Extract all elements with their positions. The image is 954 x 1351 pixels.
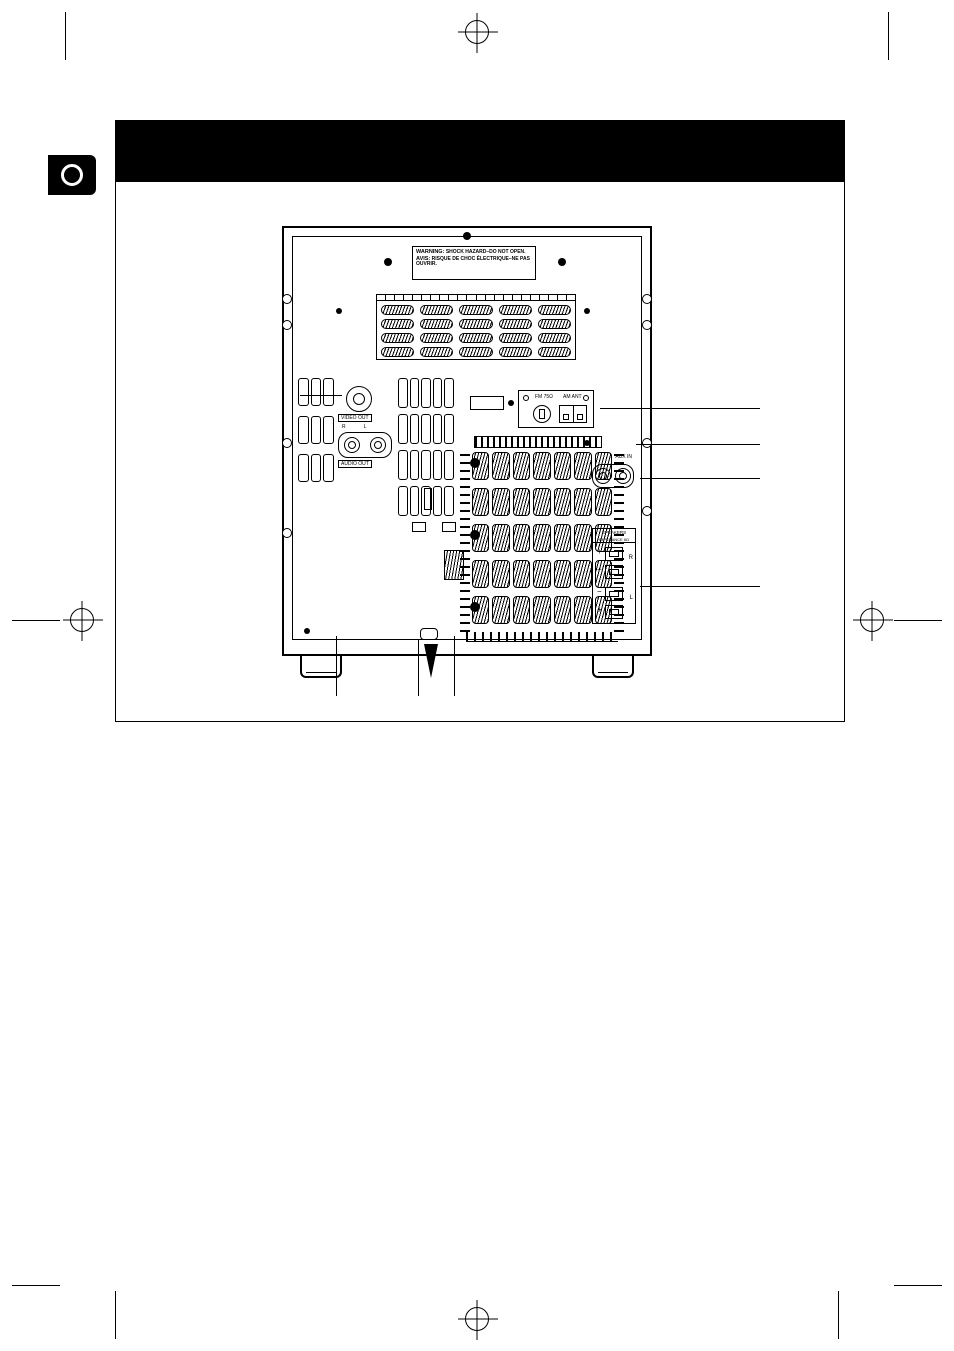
crop-marks-top — [0, 0, 954, 70]
callout-line — [418, 640, 419, 696]
callout-line — [600, 408, 760, 409]
warning-line1: WARNING: — [416, 249, 444, 255]
callout-line — [336, 636, 337, 696]
power-cord — [420, 626, 438, 648]
callout-line — [636, 444, 760, 445]
page-tab — [48, 155, 96, 195]
callout-line — [300, 395, 342, 396]
foot-right — [592, 656, 634, 678]
antenna-terminals: FM 75Ω AM ANT — [518, 390, 594, 428]
vent-band — [474, 436, 602, 448]
am-label: AM ANT — [563, 394, 582, 400]
section-banner — [115, 120, 845, 182]
aux-in-label: AUX IN — [615, 454, 632, 460]
speakers-impedance: IMPEDANCE 6Ω — [593, 536, 635, 543]
callout-line — [640, 478, 760, 479]
heatsink-lower — [472, 452, 612, 632]
fm-label: FM 75Ω — [535, 394, 553, 400]
warning-line2b: RISQUE DE CHOC ÉLECTRIQUE–NE PAS OUVRIR. — [416, 256, 530, 268]
chassis: WARNING: SHOCK HAZARD–DO NOT OPEN. AVIS:… — [282, 226, 652, 656]
audio-out-jacks — [338, 432, 392, 458]
callout-line — [640, 586, 760, 587]
video-out-jack — [346, 386, 372, 412]
speakers-title: SPEAKERS — [602, 530, 626, 535]
device-rear-panel: WARNING: SHOCK HAZARD–DO NOT OPEN. AVIS:… — [282, 226, 652, 676]
aux-in-jacks — [592, 464, 634, 488]
tab-circle-icon — [61, 164, 83, 186]
warning-label: WARNING: SHOCK HAZARD–DO NOT OPEN. AVIS:… — [412, 246, 536, 280]
audio-out-label: AUDIO OUT — [338, 460, 372, 468]
heatsink-upper — [376, 294, 576, 360]
audio-out-rl: RL — [342, 424, 384, 430]
crop-marks-bottom — [0, 1261, 954, 1351]
callout-line — [454, 636, 455, 696]
video-out-label: VIDEO OUT — [338, 414, 372, 422]
speaker-terminals: SPEAKERS IMPEDANCE 6Ω + R − − L + — [592, 528, 636, 624]
warning-line1b: SHOCK HAZARD–DO NOT OPEN. — [446, 249, 526, 255]
